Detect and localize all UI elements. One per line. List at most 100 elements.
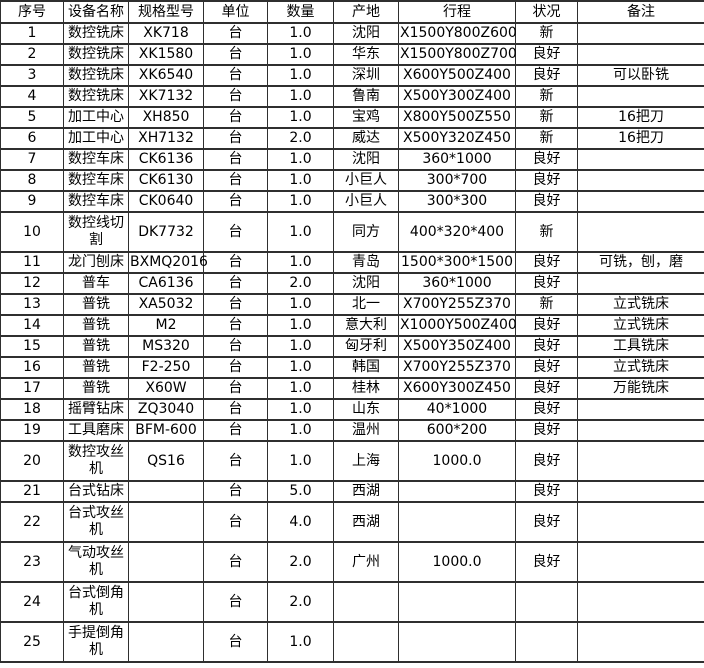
cell: BFM-600 [128,419,204,442]
cell: 400*320*400 [398,211,516,253]
cell: 沈阳 [333,272,399,295]
cell: 良好 [515,190,578,213]
cell [333,581,399,623]
cell: 台式倒角机 [63,581,129,623]
cell: 台 [203,541,268,583]
cell: 台 [203,314,268,337]
cell: 台 [203,127,268,150]
column-header: 备注 [577,0,704,24]
cell: 台 [203,148,268,171]
cell: 意大利 [333,314,399,337]
cell: 新 [515,22,578,45]
cell: 普车 [63,272,129,295]
cell: 1.0 [267,22,334,45]
cell [577,85,704,108]
cell: 良好 [515,64,578,87]
cell: 台 [203,251,268,274]
cell [128,480,204,503]
table-row: 4 数控铣床 XK7132 台 1.0 鲁南 X500Y300Z400 新 [0,85,704,108]
cell: 台 [203,377,268,400]
cell: 良好 [515,419,578,442]
cell: 14 [0,314,64,337]
cell: 小巨人 [333,190,399,213]
cell: 良好 [515,169,578,192]
cell: 600*200 [398,419,516,442]
cell: 台 [203,581,268,623]
table-row: 23 气动攻丝机 台 2.0 广州 1000.0 良好 [0,541,704,583]
cell: 25 [0,621,64,663]
cell: 1.0 [267,148,334,171]
cell: 1.0 [267,293,334,316]
cell: 同方 [333,211,399,253]
cell: 18 [0,398,64,421]
cell: MS320 [128,335,204,358]
cell: CA6136 [128,272,204,295]
cell: X600Y300Z450 [398,377,516,400]
cell: 良好 [515,480,578,503]
cell: 宝鸡 [333,106,399,129]
cell: 13 [0,293,64,316]
table-row: 7 数控车床 CK6136 台 1.0 沈阳 360*1000 良好 [0,148,704,171]
table-row: 20 数控攻丝机 QS16 台 1.0 上海 1000.0 良好 [0,440,704,482]
cell: 普铣 [63,293,129,316]
cell [577,621,704,663]
cell: 广州 [333,541,399,583]
cell: 匈牙利 [333,335,399,358]
cell: 2.0 [267,127,334,150]
cell: 良好 [515,148,578,171]
column-header: 设备名称 [63,0,129,24]
cell: 数控铣床 [63,22,129,45]
cell: 2.0 [267,541,334,583]
cell: 台式攻丝机 [63,501,129,543]
table-header: 序号 设备名称 规格型号 单位 数量 产地 行程 状况 备注 [0,0,704,24]
cell: CK6130 [128,169,204,192]
cell: 可以卧铣 [577,64,704,87]
cell: 沈阳 [333,22,399,45]
cell: 工具磨床 [63,419,129,442]
cell: 气动攻丝机 [63,541,129,583]
cell: 台 [203,106,268,129]
cell: QS16 [128,440,204,482]
cell: 15 [0,335,64,358]
cell: X60W [128,377,204,400]
table-row: 11 龙门刨床 BXMQ2016 台 1.0 青岛 1500*300*1500 良好 可铣，刨，… [0,251,704,274]
cell: 20 [0,440,64,482]
table-row: 24 台式倒角机 台 2.0 [0,581,704,623]
cell: 2 [0,43,64,66]
cell: 良好 [515,377,578,400]
cell: 威达 [333,127,399,150]
cell: 立式铣床 [577,314,704,337]
column-header: 产地 [333,0,399,24]
cell: XK6540 [128,64,204,87]
cell: CK0640 [128,190,204,213]
cell: 1.0 [267,621,334,663]
cell [398,581,516,623]
cell [577,190,704,213]
header-row: 序号 设备名称 规格型号 单位 数量 产地 行程 状况 备注 [0,0,704,24]
cell: 数控车床 [63,190,129,213]
cell [128,501,204,543]
cell: X1500Y800Z700 [398,43,517,66]
table-row: 5 加工中心 XH850 台 1.0 宝鸡 X800Y500Z550 新 16把刀 [0,106,704,129]
cell: 数控铣床 [63,43,129,66]
cell: 台 [203,621,268,663]
cell [515,621,578,663]
cell: 台 [203,64,268,87]
cell: 良好 [515,251,578,274]
cell: X600Y500Z400 [398,64,516,87]
cell [577,440,704,482]
cell: 3 [0,64,64,87]
cell: 台 [203,190,268,213]
cell: 新 [515,127,578,150]
cell: 11 [0,251,64,274]
cell: 4.0 [267,501,334,543]
cell: 10 [0,211,64,253]
cell: 华东 [333,43,399,66]
table-body: 1 数控铣床 XK718 台 1.0 沈阳 X1500Y800Z600 新 2 数控铣床 XK158… [0,22,704,663]
cell: 1.0 [267,335,334,358]
table-row: 2 数控铣床 XK1580 台 1.0 华东 X1500Y800Z700 良好 [0,43,704,66]
cell: 沈阳 [333,148,399,171]
table-row: 10 数控线切割 DK7732 台 1.0 同方 400*320*400 新 [0,211,704,253]
cell: XK718 [128,22,204,45]
cell: 万能铣床 [577,377,704,400]
